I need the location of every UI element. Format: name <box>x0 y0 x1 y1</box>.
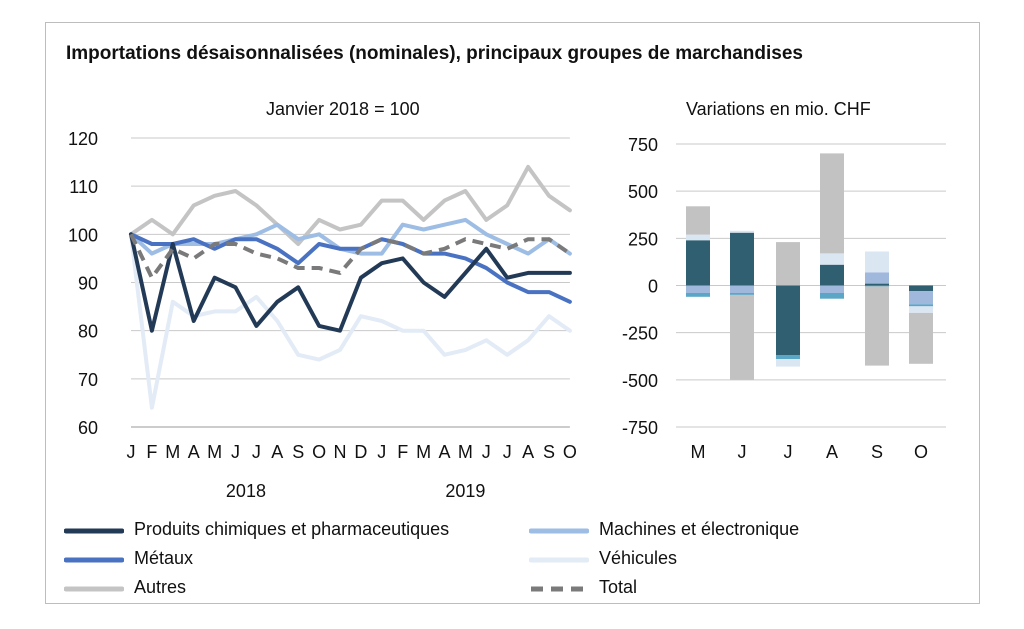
bar-segment-autres_bar <box>909 312 933 364</box>
legend-label-metaux: Métaux <box>134 548 194 568</box>
y-tick-label: 250 <box>628 229 658 249</box>
x-tick-label: S <box>543 442 555 462</box>
y-tick-label: 120 <box>68 129 98 149</box>
legend-swatch-autres <box>64 586 124 592</box>
legend-label-chem: Produits chimiques et pharmaceutiques <box>134 519 450 539</box>
bar-segment-chem_bar <box>909 285 933 292</box>
y-tick-label: -250 <box>622 324 658 344</box>
x-tick-label: J <box>252 442 261 462</box>
bar-segment-vehicules_bar <box>730 230 754 233</box>
bar-segment-vehicules_bar <box>686 234 710 241</box>
y-tick-label: 90 <box>78 274 98 294</box>
x-tick-label: J <box>738 442 747 462</box>
bar-segment-vehicules_bar <box>820 253 844 265</box>
x-tick-label: A <box>826 442 838 462</box>
y-tick-label: -750 <box>622 418 658 438</box>
legend-label-vehicules: Véhicules <box>599 548 678 568</box>
x-tick-label: N <box>334 442 347 462</box>
x-tick-label: S <box>871 442 883 462</box>
bar-segment-machines_bar <box>865 272 889 284</box>
x-tick-label: F <box>397 442 408 462</box>
y-tick-label: 750 <box>628 135 658 155</box>
y-tick-label: 70 <box>78 370 98 390</box>
x-tick-label: M <box>691 442 706 462</box>
legend-swatch-chem <box>64 528 124 534</box>
x-tick-label: A <box>271 442 283 462</box>
year-label: 2019 <box>445 481 485 501</box>
x-tick-label: O <box>914 442 928 462</box>
series-line-vehicules <box>129 232 572 410</box>
bar-segment-metaux_bar <box>909 304 933 307</box>
bar-chart: 750 500 250 0 -250 -500 -750 M J J A S O <box>622 135 946 462</box>
y-tick-label: 500 <box>628 182 658 202</box>
bar-segment-chem_bar <box>730 232 754 286</box>
x-tick-label: J <box>503 442 512 462</box>
series-line-chem <box>129 232 572 333</box>
series-line-autres <box>129 164 572 246</box>
bar-segment-autres_bar <box>776 242 800 286</box>
bar-segment-metaux_bar <box>776 355 800 360</box>
legend-swatch-total <box>531 586 587 592</box>
legend-label-total: Total <box>599 577 638 597</box>
bar-segment-metaux_bar <box>865 285 889 287</box>
x-tick-label: M <box>458 442 473 462</box>
x-tick-label: D <box>354 442 367 462</box>
bar-segment-vehicules_bar <box>909 306 933 313</box>
bar-segment-autres_bar <box>820 153 844 254</box>
bar-segment-chem_bar <box>686 240 710 286</box>
y-tick-label: 60 <box>78 418 98 438</box>
series-line-metaux <box>129 232 572 304</box>
bar-segment-machines_bar <box>686 285 710 293</box>
bar-segment-chem_bar <box>865 283 889 286</box>
legend-swatch-vehicules <box>529 557 589 563</box>
legend-label-machines: Machines et électronique <box>599 519 800 539</box>
legend-swatch-metaux <box>64 557 124 563</box>
chart-frame: Importations désaisonnalisées (nominales… <box>45 22 980 604</box>
x-tick-label: A <box>438 442 450 462</box>
x-tick-label: J <box>482 442 491 462</box>
chart-title: Importations désaisonnalisées (nominales… <box>66 43 803 64</box>
x-tick-label: S <box>292 442 304 462</box>
x-tick-label: M <box>207 442 222 462</box>
bar-segment-autres_bar <box>686 206 710 235</box>
x-tick-label: O <box>563 442 577 462</box>
x-tick-label: M <box>165 442 180 462</box>
x-tick-label: A <box>522 442 534 462</box>
right-chart-subtitle: Variations en mio. CHF <box>686 99 871 119</box>
x-tick-label: O <box>312 442 326 462</box>
x-tick-label: F <box>146 442 157 462</box>
bar-segment-chem_bar <box>820 264 844 286</box>
y-tick-label: 0 <box>648 277 658 297</box>
bar-segment-autres_bar <box>730 294 754 380</box>
x-tick-label: J <box>784 442 793 462</box>
series-line-total <box>129 233 572 280</box>
bar-segment-vehicules_bar <box>776 359 800 367</box>
y-tick-label: 110 <box>69 177 98 197</box>
bar-segment-metaux_bar <box>686 293 710 297</box>
bar-segment-metaux_bar <box>730 293 754 295</box>
bar-segment-machines_bar <box>820 285 844 293</box>
year-label: 2018 <box>226 481 266 501</box>
bar-segment-machines_bar <box>730 285 754 293</box>
bar-segment-machines_bar <box>909 291 933 305</box>
x-tick-label: J <box>231 442 240 462</box>
bar-segment-autres_bar <box>865 286 889 366</box>
legend-swatch-machines <box>529 528 589 534</box>
bar-segment-metaux_bar <box>820 293 844 299</box>
x-tick-label: J <box>127 442 136 462</box>
y-tick-label: 80 <box>78 322 98 342</box>
y-tick-label: -500 <box>622 371 658 391</box>
bar-segment-chem_bar <box>776 285 800 356</box>
left-chart-subtitle: Janvier 2018 = 100 <box>266 99 420 119</box>
y-tick-label: 100 <box>68 225 98 245</box>
x-tick-label: J <box>377 442 386 462</box>
bar-segment-vehicules_bar <box>865 251 889 273</box>
x-tick-label: A <box>188 442 200 462</box>
legend-label-autres: Autres <box>134 577 187 597</box>
x-tick-label: M <box>416 442 431 462</box>
